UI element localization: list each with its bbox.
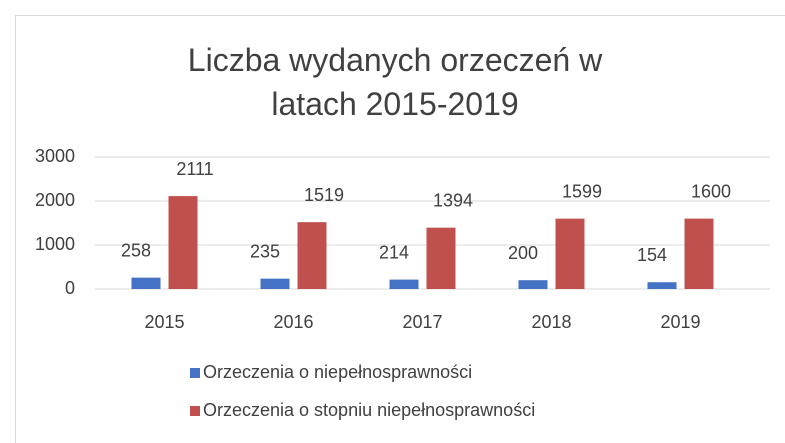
bar <box>647 282 677 289</box>
x-tick-label: 2015 <box>144 312 184 332</box>
legend-label: Orzeczenia o stopniu niepełnosprawności <box>203 400 535 420</box>
bar <box>684 218 714 289</box>
legend-swatch <box>190 406 200 416</box>
bar <box>131 277 161 289</box>
data-label: 258 <box>121 240 151 260</box>
bar <box>297 222 327 289</box>
data-label: 1519 <box>304 185 344 205</box>
data-label: 1599 <box>562 181 602 201</box>
bar <box>518 280 548 289</box>
y-tick-label: 0 <box>65 278 75 298</box>
data-label: 1394 <box>433 190 473 210</box>
data-label: 2111 <box>176 159 213 179</box>
bar <box>555 218 585 289</box>
x-tick-label: 2019 <box>660 312 700 332</box>
data-label: 235 <box>250 241 280 261</box>
y-tick-label: 1000 <box>35 234 75 254</box>
bar <box>389 279 419 289</box>
data-label: 154 <box>637 245 667 265</box>
bar <box>426 227 456 289</box>
chart-border <box>15 15 785 443</box>
data-label: 1600 <box>691 181 731 201</box>
data-label: 200 <box>508 243 538 263</box>
x-tick-label: 2018 <box>531 312 571 332</box>
bar <box>260 278 290 289</box>
legend-label: Orzeczenia o niepełnosprawności <box>203 362 472 382</box>
x-tick-label: 2016 <box>273 312 313 332</box>
legend-swatch <box>190 368 200 378</box>
y-tick-label: 3000 <box>35 146 75 166</box>
data-label: 214 <box>379 242 409 262</box>
x-tick-label: 2017 <box>402 312 442 332</box>
chart-title: Liczba wydanych orzeczeń w latach 2015-2… <box>187 42 603 122</box>
bar <box>168 196 198 289</box>
y-tick-label: 2000 <box>35 190 75 210</box>
